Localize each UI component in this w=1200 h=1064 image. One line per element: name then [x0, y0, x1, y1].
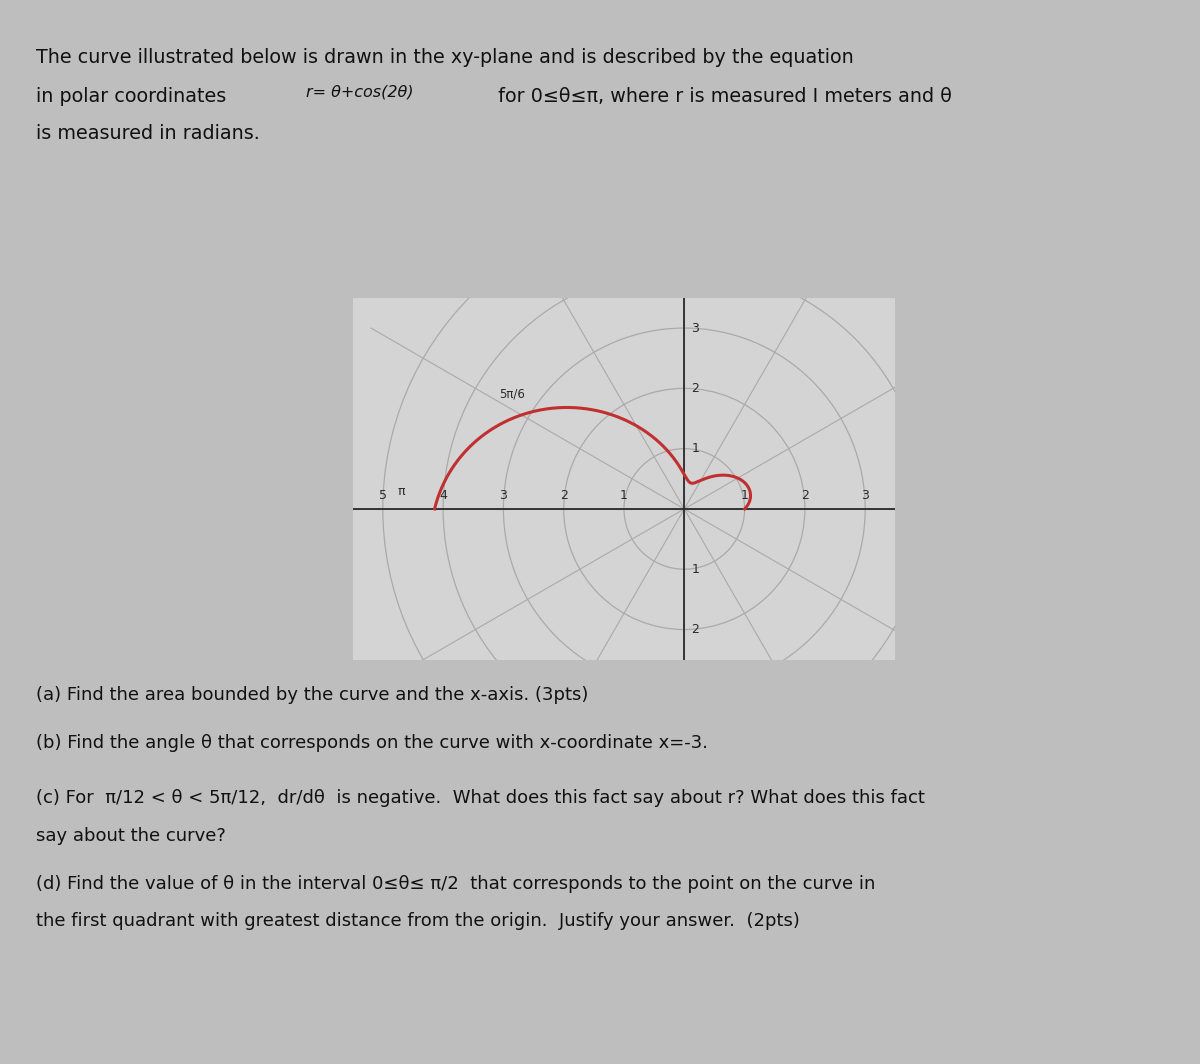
Text: r= θ+cos(2θ): r= θ+cos(2θ): [306, 84, 414, 99]
Text: 2: 2: [800, 488, 809, 502]
Text: The curve illustrated below is drawn in the xy-plane and is described by the equ: The curve illustrated below is drawn in …: [36, 48, 853, 67]
Text: 2: 2: [691, 382, 700, 395]
Text: 3: 3: [862, 488, 869, 502]
Text: (c) For  π/12 < θ < 5π/12,  dr/dθ  is negative.  What does this fact say about r: (c) For π/12 < θ < 5π/12, dr/dθ is negat…: [36, 789, 925, 808]
Text: is measured in radians.: is measured in radians.: [36, 124, 260, 144]
Text: 3: 3: [691, 321, 700, 334]
Text: (d) Find the value of θ in the interval 0≤θ≤ π/2  that corresponds to the point : (d) Find the value of θ in the interval …: [36, 875, 875, 893]
Text: in polar coordinates: in polar coordinates: [36, 87, 233, 106]
Text: 1: 1: [620, 488, 628, 502]
Text: 1: 1: [691, 563, 700, 576]
Text: 1: 1: [740, 488, 749, 502]
Text: π: π: [397, 485, 404, 498]
Text: 2: 2: [691, 624, 700, 636]
Text: say about the curve?: say about the curve?: [36, 827, 226, 845]
Text: 5: 5: [379, 488, 386, 502]
Text: 2: 2: [559, 488, 568, 502]
Text: 1: 1: [691, 443, 700, 455]
Text: (a) Find the area bounded by the curve and the x-axis. (3pts): (a) Find the area bounded by the curve a…: [36, 686, 588, 704]
Text: the first quadrant with greatest distance from the origin.  Justify your answer.: the first quadrant with greatest distanc…: [36, 912, 800, 930]
Text: 3: 3: [499, 488, 508, 502]
Text: 4: 4: [439, 488, 448, 502]
Text: for 0≤θ≤π, where r is measured I meters and θ: for 0≤θ≤π, where r is measured I meters …: [492, 87, 952, 106]
Text: 5π/6: 5π/6: [499, 387, 524, 400]
Text: (b) Find the angle θ that corresponds on the curve with x-coordinate x=-3.: (b) Find the angle θ that corresponds on…: [36, 734, 708, 752]
